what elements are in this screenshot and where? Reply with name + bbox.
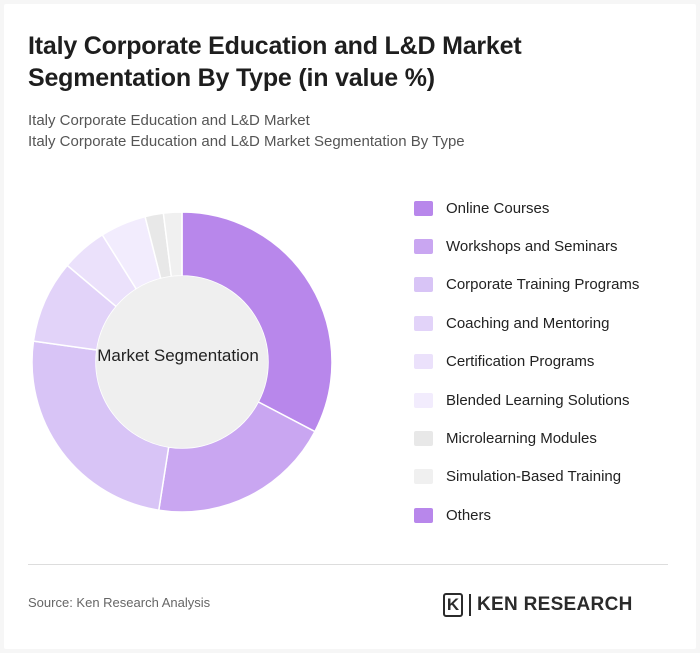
subtitle-line-2: Italy Corporate Education and L&D Market… <box>28 133 465 150</box>
legend-item[interactable]: Certification Programs <box>414 350 594 374</box>
legend-label: Coaching and Mentoring <box>446 314 610 332</box>
legend-label: Others <box>446 506 492 524</box>
legend-item[interactable]: Simulation-Based Training <box>414 465 621 489</box>
donut-hole <box>96 276 268 448</box>
chart-subtitle: Italy Corporate Education and L&D Market… <box>28 110 628 152</box>
chart-title: Italy Corporate Education and L&D Market… <box>28 32 522 92</box>
legend-swatch <box>414 277 433 293</box>
donut-slice-online-courses[interactable] <box>181 211 333 433</box>
legend-label: Certification Programs <box>446 353 595 371</box>
legend-swatch <box>414 200 433 216</box>
legend-swatch <box>414 392 433 408</box>
legend-item[interactable]: Blended Learning Solutions <box>414 388 629 412</box>
legend-label: Simulation-Based Training <box>446 468 622 486</box>
legend-item[interactable]: Corporate Training Programs <box>414 273 639 297</box>
legend-swatch <box>414 354 433 370</box>
legend-item[interactable]: Online Courses <box>414 196 549 220</box>
legend-swatch <box>414 507 433 523</box>
legend-label: Online Courses <box>446 199 550 217</box>
legend-item[interactable]: Microlearning Modules <box>414 426 597 450</box>
legend-item[interactable]: Workshops and Seminars <box>414 234 617 258</box>
donut-center-label: Market Segmentation <box>97 346 259 365</box>
legend-label: Corporate Training Programs <box>446 276 640 294</box>
legend-swatch <box>414 469 433 485</box>
source-note: Source: Ken Research Analysis <box>28 595 211 610</box>
logo-separator <box>469 594 471 616</box>
legend-label: Blended Learning Solutions <box>446 391 630 409</box>
legend-swatch <box>414 430 433 446</box>
subtitle-line-1: Italy Corporate Education and L&D Market <box>28 112 310 129</box>
logo-k-icon: K <box>443 593 463 617</box>
legend-label: Workshops and Seminars <box>446 237 618 255</box>
logo-text: KEN RESEARCH <box>477 594 633 615</box>
footer-divider <box>28 564 668 565</box>
legend-item[interactable]: Others <box>414 503 491 527</box>
legend-label: Microlearning Modules <box>446 429 597 447</box>
legend-item[interactable]: Coaching and Mentoring <box>414 311 609 335</box>
ken-research-logo: K KEN RESEARCH <box>443 590 633 620</box>
legend-swatch <box>414 315 433 331</box>
legend-swatch <box>414 238 433 254</box>
